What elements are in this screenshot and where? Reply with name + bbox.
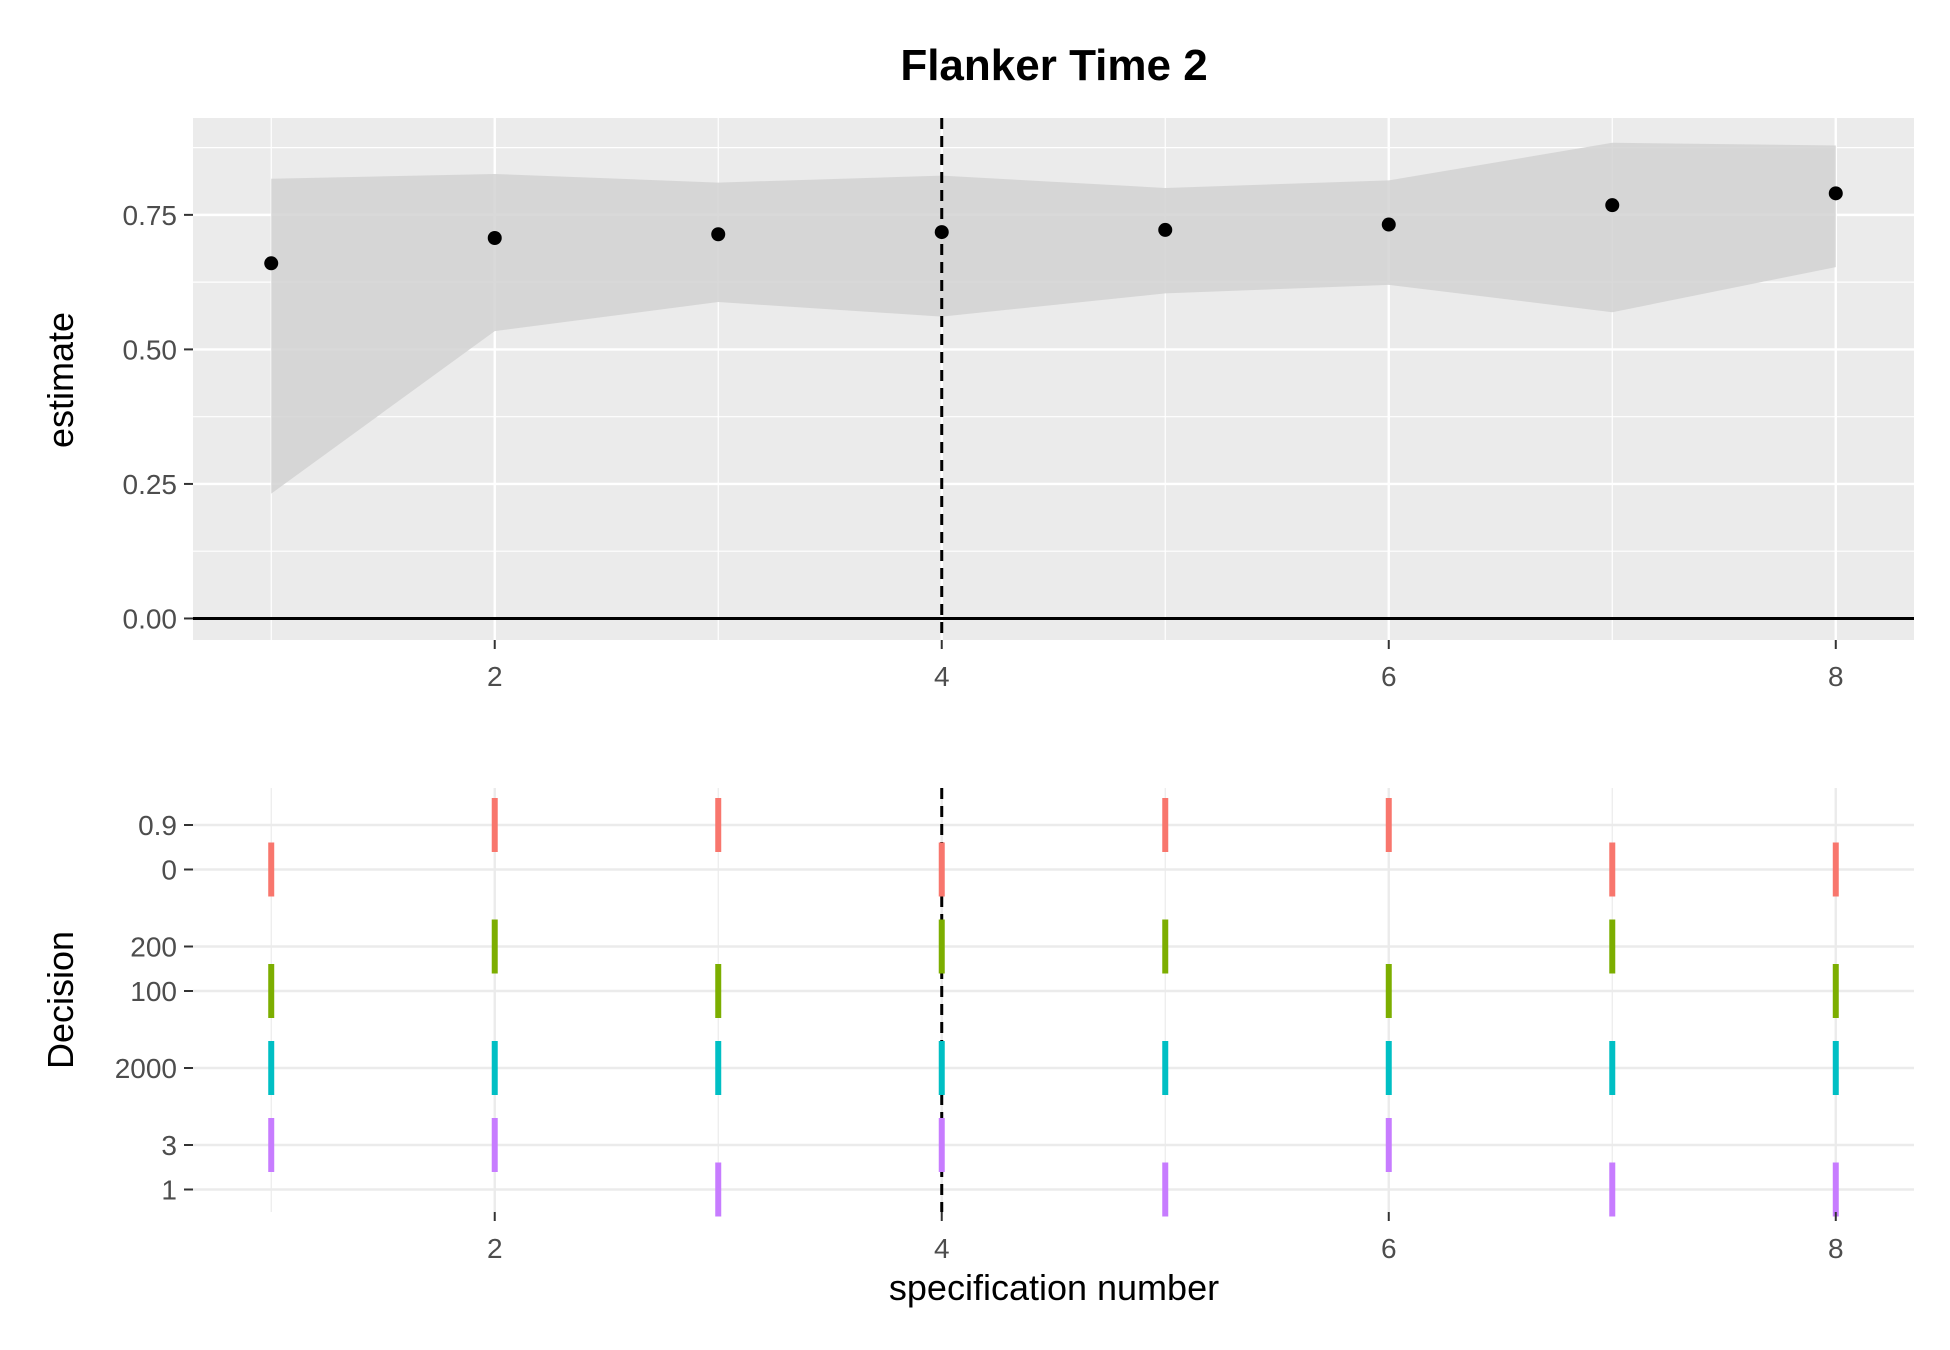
x-tick-label: 2	[487, 1233, 503, 1264]
y-tick-label: 0.25	[123, 469, 178, 500]
decision-y-axis-title: Decision	[40, 931, 81, 1069]
x-tick-label: 8	[1828, 1233, 1844, 1264]
estimate-point	[1381, 217, 1396, 232]
x-tick-label: 6	[1381, 661, 1397, 692]
estimate-panel: 0.00 0.25 0.50 0.75 2 4 6 8 estimate	[40, 118, 1914, 692]
estimate-points	[264, 186, 1843, 271]
confidence-ribbon	[271, 142, 1836, 494]
x-tick-label: 4	[934, 661, 950, 692]
decision-tick-label: 1	[161, 1175, 177, 1206]
x-tick-label: 8	[1828, 661, 1844, 692]
y-tick-label: 0.75	[123, 200, 178, 231]
decision-panel-grid	[193, 788, 1914, 1212]
x-axis-title: specification number	[889, 1267, 1219, 1308]
decision-tick-label: 3	[161, 1130, 177, 1161]
estimate-point	[934, 225, 949, 240]
estimate-panel-reference-lines	[193, 118, 1914, 640]
chart-title: Flanker Time 2	[900, 41, 1207, 90]
x-tick-label: 6	[1381, 1233, 1397, 1264]
decision-tick-label: 100	[130, 976, 177, 1007]
estimate-y-axis: 0.00 0.25 0.50 0.75	[123, 200, 193, 634]
decision-tick-label: 0.9	[138, 810, 177, 841]
decision-tick-label: 2000	[115, 1053, 177, 1084]
decision-tick-label: 0	[161, 855, 177, 886]
estimate-point	[1158, 222, 1173, 237]
y-tick-label: 0.00	[123, 603, 178, 634]
estimate-point	[487, 231, 502, 246]
y-tick-label: 0.50	[123, 334, 178, 365]
decision-x-axis: 2 4 6 8	[487, 1212, 1844, 1264]
x-tick-label: 4	[934, 1233, 950, 1264]
x-tick-label: 2	[487, 661, 503, 692]
estimate-x-axis: 2 4 6 8	[487, 640, 1844, 692]
estimate-point	[1605, 198, 1620, 213]
estimate-point	[711, 227, 726, 242]
estimate-point	[1828, 186, 1843, 201]
decision-marks	[268, 798, 1839, 1217]
decision-tick-label: 200	[130, 932, 177, 963]
estimate-point	[264, 256, 279, 271]
decision-y-axis: 0.9 0 200 100 2000 3 1	[115, 810, 193, 1206]
decision-panel: 0.9 0 200 100 2000 3 1 2 4 6 8 Decision specifica…	[40, 788, 1914, 1308]
estimate-y-axis-title: estimate	[40, 312, 81, 448]
